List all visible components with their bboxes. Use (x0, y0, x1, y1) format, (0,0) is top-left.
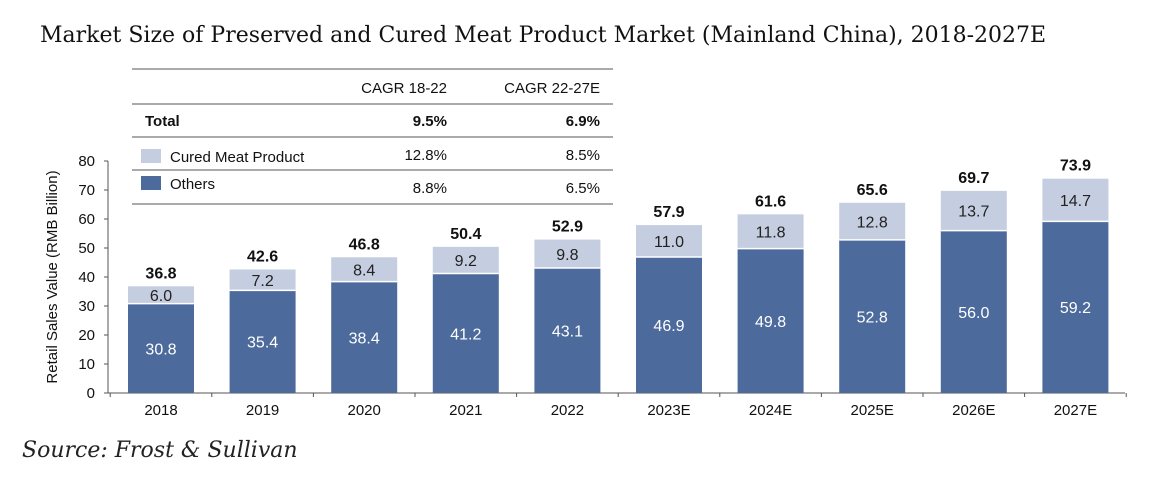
data-label-cured-meat: 12.8 (857, 214, 888, 231)
y-tick-label: 10 (78, 356, 95, 373)
bar-others (128, 303, 194, 393)
bar-cured-meat (128, 286, 194, 304)
data-label-others: 52.8 (857, 309, 888, 326)
data-label-others: 59.2 (1060, 300, 1091, 317)
y-tick-label: 50 (78, 240, 95, 257)
table-header-cagr-18-22: CAGR 18-22 (361, 80, 447, 97)
data-label-others: 46.9 (653, 318, 684, 335)
bar-cured-meat (737, 214, 804, 249)
data-label-cured-meat: 9.8 (556, 247, 578, 264)
data-label-total: 42.6 (247, 248, 278, 265)
bar-others (940, 230, 1007, 393)
y-tick-label: 0 (87, 385, 95, 402)
x-tick-label: 2018 (144, 402, 177, 419)
bar-others (1042, 221, 1109, 393)
y-tick-label: 60 (78, 211, 95, 228)
data-label-cured-meat: 6.0 (150, 288, 172, 305)
x-tick-label: 2025E (851, 402, 894, 419)
table-header-cagr-22-27e: CAGR 22-27E (504, 80, 600, 97)
table-row-total-cagr-18-22: 9.5% (413, 113, 447, 130)
bar-others (839, 239, 906, 393)
axes: 0 10 20 30 40 50 60 70 80 2018 2019 2020 2021 2022 202… (78, 153, 1127, 419)
cagr-table: CAGR 18-22 CAGR 22-27E Total 9.5% 6.9% C… (132, 68, 613, 205)
data-label-others: 38.4 (349, 330, 380, 347)
data-label-others: 41.2 (450, 326, 481, 343)
bar-others (636, 256, 702, 393)
x-tick-label: 2019 (246, 402, 279, 419)
data-label-total: 57.9 (653, 204, 684, 221)
data-label-total: 65.6 (857, 182, 888, 199)
bar-cured-meat (331, 257, 398, 282)
bar-cured-meat (534, 239, 601, 269)
legend-swatch-cured-meat (141, 149, 161, 163)
y-tick-label: 30 (78, 298, 95, 315)
bar-cured-meat (432, 246, 499, 274)
table-row-others-cagr-22-27e: 6.5% (566, 180, 600, 197)
bar-others (331, 281, 398, 393)
data-label-total: 46.8 (349, 236, 380, 253)
y-tick-label: 40 (78, 269, 95, 286)
table-row-cured-cagr-22-27e: 8.5% (566, 147, 600, 164)
y-tick-label: 80 (78, 153, 95, 170)
data-label-cured-meat: 8.4 (353, 262, 375, 279)
data-label-total: 36.8 (145, 265, 176, 282)
data-label-cured-meat: 14.7 (1060, 193, 1091, 210)
x-tick-label: 2024E (749, 402, 792, 419)
source-note: Source: Frost & Sullivan (22, 438, 298, 463)
y-axis-label: Retail Sales Value (RMB Billion) (44, 170, 61, 383)
data-label-others: 56.0 (958, 305, 989, 322)
data-label-cured-meat: 13.7 (958, 204, 989, 221)
data-label-cured-meat: 11.8 (756, 224, 786, 241)
bar-others (737, 248, 804, 393)
legend-label-cured-meat: Cured Meat Product (170, 149, 305, 166)
data-label-others: 30.8 (145, 341, 176, 358)
data-label-total: 73.9 (1060, 158, 1091, 175)
bar-others (432, 273, 499, 393)
bar-others (534, 268, 601, 393)
data-label-total: 69.7 (958, 170, 989, 187)
data-label-cured-meat: 7.2 (251, 273, 273, 290)
data-label-others: 35.4 (247, 335, 278, 352)
bar-cured-meat (1042, 178, 1109, 222)
bar-cured-meat (636, 225, 702, 257)
table-row-others-cagr-18-22: 8.8% (413, 180, 447, 197)
table-row-total-cagr-22-27e: 6.9% (566, 113, 600, 130)
x-tick-label: 2021 (449, 402, 482, 419)
x-tick-label: 2027E (1054, 402, 1097, 419)
y-tick-label: 20 (78, 327, 95, 344)
data-label-cured-meat: 9.2 (455, 253, 477, 270)
data-label-cured-meat: 11.0 (654, 234, 684, 251)
data-label-total: 52.9 (552, 219, 583, 236)
x-tick-label: 2023E (647, 402, 690, 419)
legend-label-others: Others (170, 176, 215, 193)
table-row-cured-cagr-18-22: 12.8% (404, 147, 447, 164)
bars: 30.8 6.0 36.8 35.4 7.2 42.6 38.4 8.4 46.8 41.2 9.2… (128, 158, 1109, 393)
table-row-total-label: Total (145, 113, 180, 130)
x-tick-label: 2026E (952, 402, 995, 419)
legend-swatch-others (141, 176, 161, 190)
data-label-total: 61.6 (755, 193, 786, 210)
bar-cured-meat (229, 269, 296, 291)
x-tick-label: 2020 (348, 402, 381, 419)
bar-cured-meat (940, 190, 1007, 231)
bar-others (229, 290, 296, 393)
bar-cured-meat (839, 202, 906, 240)
data-label-others: 43.1 (552, 324, 583, 341)
y-tick-label: 70 (78, 182, 95, 199)
data-label-others: 49.8 (755, 314, 786, 331)
data-label-total: 50.4 (450, 226, 481, 243)
x-tick-label: 2022 (551, 402, 584, 419)
chart-title: Market Size of Preserved and Cured Meat … (40, 23, 1046, 48)
